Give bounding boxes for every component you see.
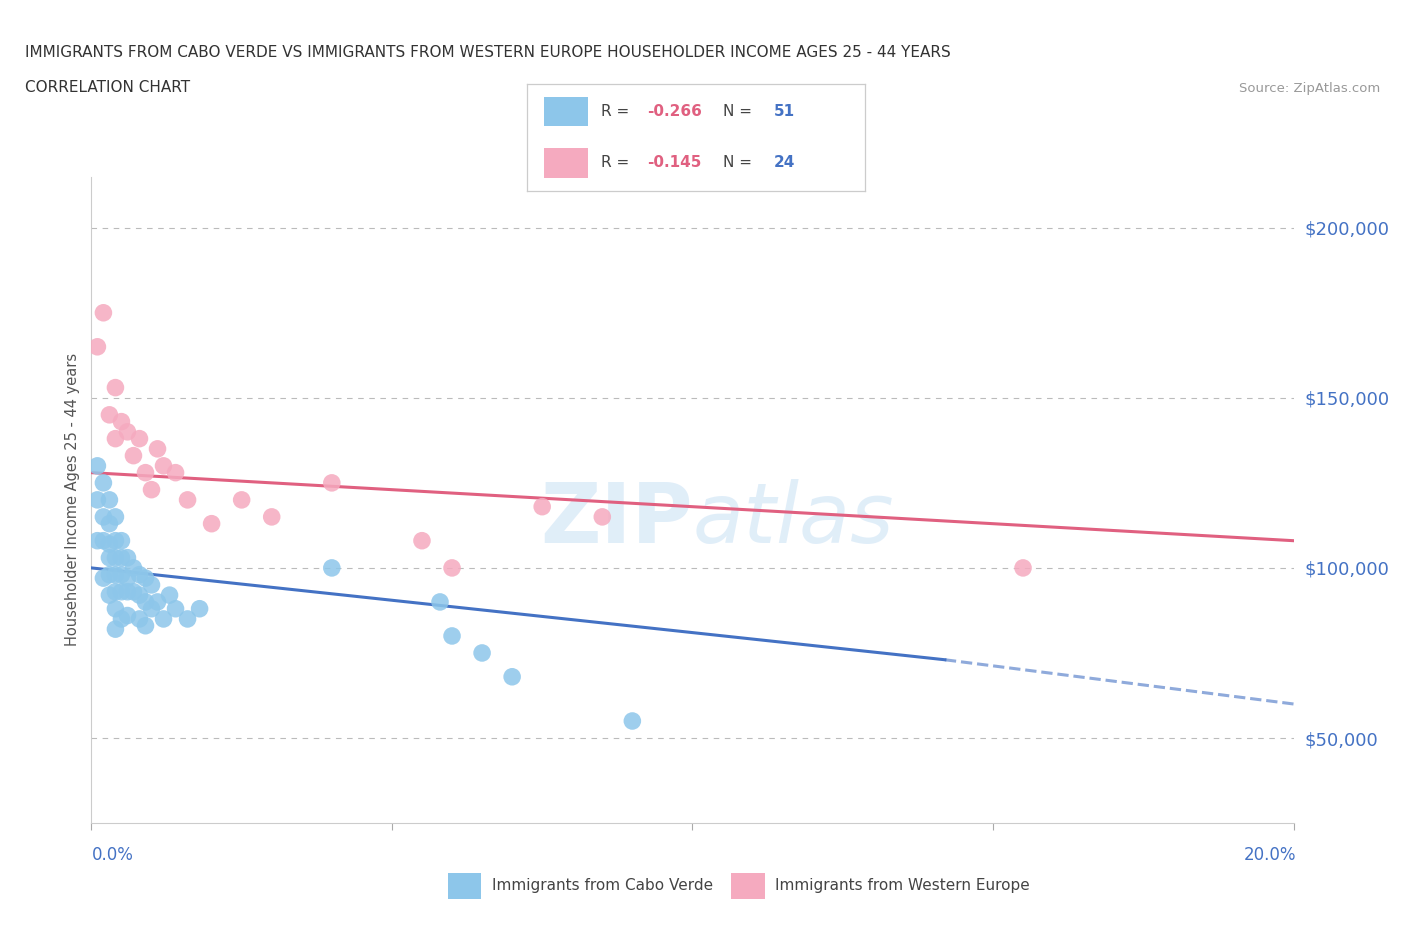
Text: CORRELATION CHART: CORRELATION CHART bbox=[25, 80, 190, 95]
Point bbox=[152, 612, 174, 627]
Point bbox=[134, 571, 156, 586]
Point bbox=[176, 493, 198, 508]
Point bbox=[104, 551, 127, 565]
Point bbox=[104, 602, 127, 617]
Point bbox=[128, 432, 150, 446]
Point bbox=[110, 533, 132, 548]
Text: 24: 24 bbox=[773, 155, 794, 170]
Text: N =: N = bbox=[723, 104, 756, 119]
Point bbox=[110, 567, 132, 582]
Point bbox=[440, 629, 463, 644]
Point bbox=[110, 584, 132, 599]
Text: R =: R = bbox=[602, 104, 634, 119]
Point bbox=[117, 424, 139, 439]
Point bbox=[110, 551, 132, 565]
Point bbox=[104, 533, 127, 548]
Point bbox=[93, 533, 115, 548]
Point bbox=[98, 551, 121, 565]
Text: R =: R = bbox=[602, 155, 634, 170]
Point bbox=[134, 465, 156, 480]
Point bbox=[104, 380, 127, 395]
Point bbox=[117, 571, 139, 586]
Point bbox=[98, 493, 121, 508]
Text: Immigrants from Western Europe: Immigrants from Western Europe bbox=[775, 878, 1029, 894]
Point bbox=[128, 567, 150, 582]
Point bbox=[159, 588, 181, 603]
Point bbox=[104, 567, 127, 582]
Point bbox=[176, 612, 198, 627]
Point bbox=[141, 602, 163, 617]
Point bbox=[117, 551, 139, 565]
Point bbox=[141, 483, 163, 498]
Point bbox=[98, 537, 121, 551]
Point bbox=[122, 561, 145, 576]
Point bbox=[104, 432, 127, 446]
Point bbox=[621, 713, 644, 728]
Point bbox=[98, 407, 121, 422]
Point bbox=[104, 622, 127, 637]
Point bbox=[104, 584, 127, 599]
Point bbox=[440, 561, 463, 576]
Point bbox=[165, 602, 187, 617]
Point bbox=[531, 499, 554, 514]
Point bbox=[146, 442, 169, 457]
Point bbox=[93, 475, 115, 490]
Point bbox=[98, 516, 121, 531]
Point bbox=[93, 571, 115, 586]
Point bbox=[117, 584, 139, 599]
Point bbox=[93, 305, 115, 320]
Point bbox=[86, 493, 108, 508]
Text: N =: N = bbox=[723, 155, 756, 170]
Point bbox=[501, 670, 523, 684]
Point bbox=[1012, 561, 1035, 576]
Point bbox=[93, 510, 115, 525]
Y-axis label: Householder Income Ages 25 - 44 years: Householder Income Ages 25 - 44 years bbox=[65, 353, 80, 646]
Point bbox=[321, 561, 343, 576]
Point bbox=[188, 602, 211, 617]
Point bbox=[429, 594, 451, 609]
Bar bbox=[447, 873, 481, 898]
Text: IMMIGRANTS FROM CABO VERDE VS IMMIGRANTS FROM WESTERN EUROPE HOUSEHOLDER INCOME : IMMIGRANTS FROM CABO VERDE VS IMMIGRANTS… bbox=[25, 46, 950, 60]
Point bbox=[260, 510, 283, 525]
Point bbox=[86, 458, 108, 473]
Text: -0.145: -0.145 bbox=[647, 155, 702, 170]
Point bbox=[110, 414, 132, 429]
Point bbox=[134, 594, 156, 609]
Point bbox=[165, 465, 187, 480]
Text: 0.0%: 0.0% bbox=[91, 846, 134, 864]
Point bbox=[231, 493, 253, 508]
Text: ZIP: ZIP bbox=[540, 479, 692, 560]
Point bbox=[98, 567, 121, 582]
Point bbox=[146, 594, 169, 609]
Bar bbox=[544, 148, 588, 178]
Text: Source: ZipAtlas.com: Source: ZipAtlas.com bbox=[1240, 82, 1381, 95]
Point bbox=[110, 612, 132, 627]
Text: 51: 51 bbox=[773, 104, 794, 119]
Point bbox=[134, 618, 156, 633]
Text: atlas: atlas bbox=[692, 479, 894, 560]
Point bbox=[98, 588, 121, 603]
Text: -0.266: -0.266 bbox=[647, 104, 702, 119]
Bar bbox=[544, 97, 588, 126]
Point bbox=[117, 608, 139, 623]
Point bbox=[591, 510, 613, 525]
Point bbox=[104, 510, 127, 525]
Point bbox=[201, 516, 224, 531]
Point bbox=[122, 448, 145, 463]
Point bbox=[141, 578, 163, 592]
Point bbox=[86, 339, 108, 354]
Point bbox=[471, 645, 494, 660]
Text: Immigrants from Cabo Verde: Immigrants from Cabo Verde bbox=[492, 878, 713, 894]
Point bbox=[128, 612, 150, 627]
Bar bbox=[731, 873, 765, 898]
Point bbox=[321, 475, 343, 490]
Text: 20.0%: 20.0% bbox=[1244, 846, 1296, 864]
Point bbox=[128, 588, 150, 603]
Point bbox=[152, 458, 174, 473]
Point bbox=[411, 533, 433, 548]
Point bbox=[86, 533, 108, 548]
Point bbox=[122, 584, 145, 599]
